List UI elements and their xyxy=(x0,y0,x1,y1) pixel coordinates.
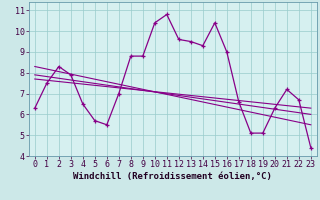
X-axis label: Windchill (Refroidissement éolien,°C): Windchill (Refroidissement éolien,°C) xyxy=(73,172,272,181)
